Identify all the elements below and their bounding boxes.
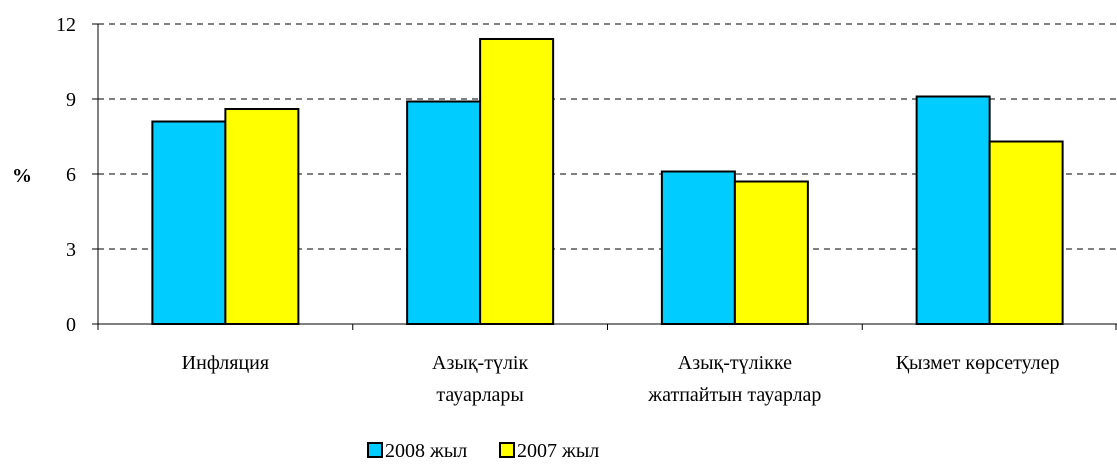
category-label: жатпайтын тауарлар: [647, 384, 821, 406]
category-label: тауарлары: [436, 384, 524, 406]
y-axis-title: %: [12, 165, 32, 187]
legend-label: 2007 жыл: [517, 440, 599, 462]
category-label: Инфляция: [182, 352, 269, 374]
bar-2008-жыл-3: [915, 95, 991, 325]
category-label: Қызмет көрсетулер: [896, 352, 1060, 374]
category-labels: Инфляция Азық-түлік тауарлары Азық-түлікке ж…: [182, 352, 1060, 406]
legend-label: 2008 жыл: [385, 440, 467, 462]
bar-2008-жыл-2: [660, 170, 736, 325]
y-tick-label: 6: [66, 164, 76, 186]
legend-swatch: [499, 442, 515, 458]
y-tick-labels: 0 3 6 9 12: [56, 14, 76, 336]
category-label: Азық-түлік: [432, 352, 528, 374]
axes: [92, 23, 1117, 330]
bar-2007-жыл-2: [733, 180, 809, 325]
category-label: Азық-түлікке: [678, 352, 792, 374]
bar-2007-жыл-0: [224, 108, 300, 325]
y-tick-label: 0: [66, 314, 76, 336]
y-tick-label: 12: [56, 14, 76, 36]
bar-2008-жыл-1: [406, 100, 482, 325]
legend: 2008 жыл 2007 жыл: [367, 440, 599, 462]
bar-2007-жыл-1: [479, 38, 555, 325]
legend-swatch: [367, 442, 383, 458]
bars: [151, 38, 1064, 325]
y-tick-label: 3: [66, 239, 76, 261]
bar-2007-жыл-3: [988, 140, 1064, 325]
y-tick-label: 9: [66, 89, 76, 111]
bar-2008-жыл-0: [151, 120, 227, 325]
